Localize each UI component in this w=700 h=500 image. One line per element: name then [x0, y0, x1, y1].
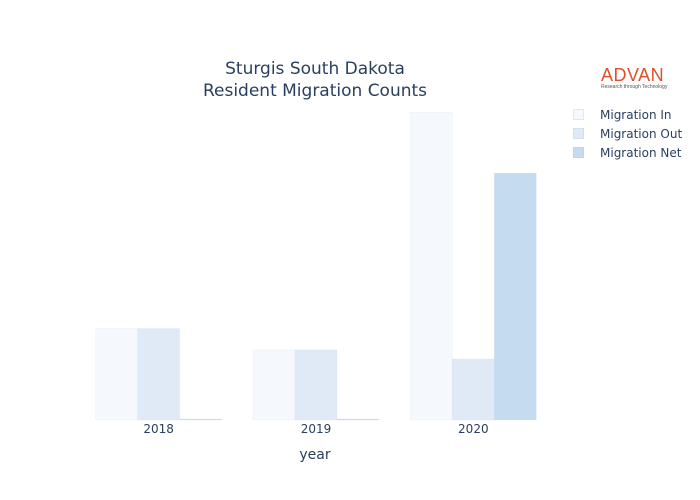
- legend-label-out: Migration Out: [600, 126, 683, 141]
- legend-item-migration-in[interactable]: Migration In: [573, 105, 682, 124]
- legend-label-net: Migration Net: [600, 145, 682, 160]
- chart-title-line-2: Resident Migration Counts: [202, 81, 428, 101]
- bar-in-2019[interactable]: [252, 349, 296, 421]
- x-tick-label-2019: 2019: [301, 422, 332, 436]
- x-axis-title: year: [299, 447, 331, 463]
- bar-out-2018[interactable]: [137, 328, 180, 421]
- x-tick-labels: 2018 2019 2020: [143, 422, 488, 436]
- bar-in-2020[interactable]: [410, 111, 453, 421]
- x-tick-label-2018: 2018: [143, 422, 174, 436]
- bar-out-2020[interactable]: [452, 358, 495, 421]
- bars-group: [95, 111, 537, 421]
- legend-swatch-out: [573, 128, 584, 139]
- bar-net-2019[interactable]: [336, 418, 380, 421]
- bar-in-2018[interactable]: [95, 328, 138, 421]
- chart-title-line-1: Sturgis South Dakota: [225, 59, 405, 79]
- legend-label-in: Migration In: [600, 107, 672, 122]
- legend-swatch-in: [573, 109, 584, 120]
- x-tick-label-2020: 2020: [458, 422, 489, 436]
- bar-net-2020[interactable]: [494, 172, 537, 421]
- legend-item-migration-out[interactable]: Migration Out: [573, 124, 682, 143]
- legend-item-migration-net[interactable]: Migration Net: [573, 143, 682, 162]
- advan-logo: ADVAN Research through Technology: [601, 66, 671, 91]
- bar-out-2019[interactable]: [294, 349, 338, 421]
- legend-swatch-net: [573, 147, 584, 158]
- bar-net-2018[interactable]: [179, 418, 222, 421]
- legend: Migration In Migration Out Migration Net: [573, 105, 682, 162]
- logo-tagline: Research through Technology: [601, 84, 668, 90]
- logo-wordmark: ADVAN: [601, 65, 665, 85]
